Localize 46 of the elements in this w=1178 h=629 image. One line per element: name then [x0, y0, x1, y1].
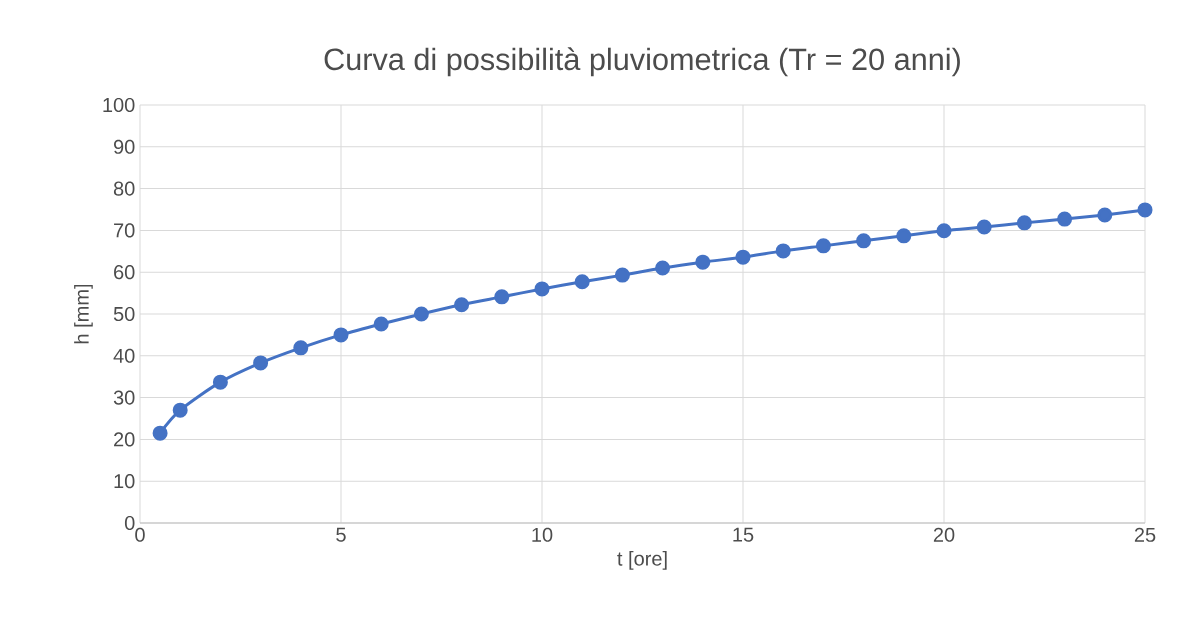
- point: [253, 355, 269, 371]
- point: [735, 249, 751, 265]
- point: [152, 425, 168, 441]
- point: [333, 327, 349, 343]
- y-tick-label: 100: [103, 97, 135, 113]
- point: [574, 274, 590, 290]
- y-tick-label: 30: [113, 390, 135, 405]
- y-axis-title: h [mm]: [74, 284, 93, 344]
- x-tick-label: 25: [1134, 527, 1156, 542]
- point: [976, 219, 992, 235]
- y-tick-label: 10: [114, 474, 135, 489]
- y-tick-label: 80: [113, 181, 135, 196]
- point: [655, 260, 671, 276]
- point: [373, 316, 389, 332]
- point: [212, 374, 228, 390]
- x-axis-title: t [ore]: [617, 551, 667, 570]
- y-tick-label: 40: [113, 348, 135, 363]
- point: [695, 254, 711, 270]
- point: [1137, 202, 1153, 218]
- y-tick-label: 50: [113, 306, 135, 322]
- y-tick-label: 20: [114, 432, 135, 447]
- point: [413, 306, 429, 322]
- point: [494, 289, 510, 305]
- point: [936, 223, 952, 239]
- point: [815, 238, 831, 254]
- point: [614, 267, 630, 283]
- x-tick-label: 5: [336, 527, 346, 542]
- x-tick-label: 10: [532, 527, 553, 542]
- point: [1016, 215, 1032, 231]
- point: [172, 402, 188, 418]
- x-tick-label: 15: [733, 527, 754, 542]
- y-tick-label: 0: [124, 515, 135, 531]
- point: [775, 243, 791, 259]
- x-tick-label: 0: [135, 527, 145, 542]
- chart-title: Curva di possibilità pluviometrica (Tr = 20 anni): [324, 47, 960, 77]
- y-tick-label: 70: [114, 223, 135, 238]
- point: [293, 340, 309, 356]
- y-tick-label: 60: [114, 265, 135, 280]
- point: [1057, 211, 1073, 227]
- point: [856, 233, 872, 249]
- point: [1097, 207, 1113, 223]
- x-tick-label: 20: [933, 527, 955, 542]
- point: [896, 228, 912, 244]
- y-tick-label: 90: [113, 139, 135, 154]
- point: [454, 297, 470, 313]
- point: [534, 281, 550, 297]
